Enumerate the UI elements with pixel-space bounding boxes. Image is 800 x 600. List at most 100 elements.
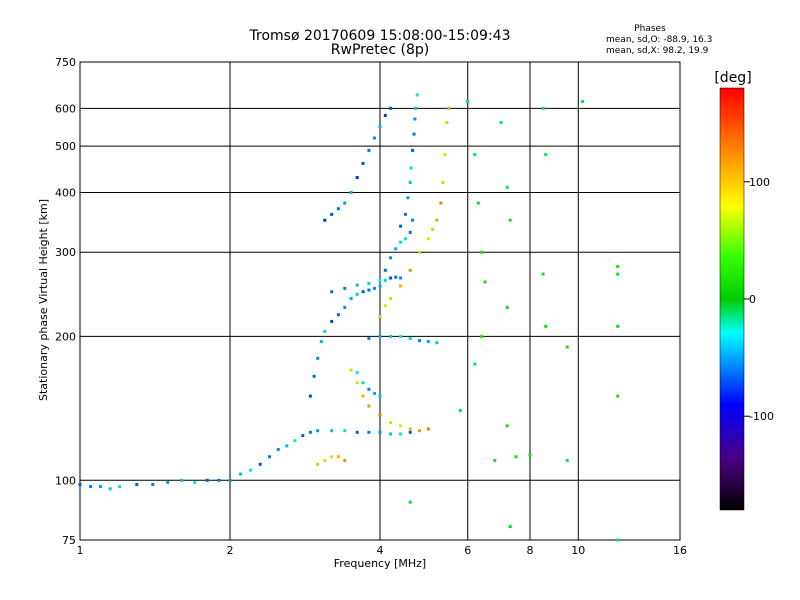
data-point <box>408 337 412 340</box>
chart-title-line1: Tromsø 20170609 15:08:00-15:09:43 <box>249 28 511 44</box>
data-point <box>343 305 347 309</box>
data-point <box>378 413 382 417</box>
grid-lines <box>80 62 680 540</box>
data-point <box>308 394 312 398</box>
data-point <box>473 362 477 366</box>
data-point <box>323 459 327 462</box>
data-point <box>239 472 243 476</box>
data-point <box>258 462 262 466</box>
data-point <box>389 432 393 436</box>
data-point <box>355 381 359 385</box>
data-point <box>616 324 620 328</box>
data-point <box>373 391 376 395</box>
data-point <box>616 538 620 542</box>
data-point <box>499 121 503 125</box>
phases-stats-x: mean, sd,X: 98.2, 19.9 <box>606 46 709 56</box>
data-point <box>399 224 403 228</box>
data-point <box>268 455 271 459</box>
data-point <box>343 459 347 462</box>
data-point <box>355 371 359 375</box>
data-point <box>249 468 253 472</box>
data-point <box>336 455 340 459</box>
data-point <box>418 429 421 433</box>
data-point <box>166 480 170 484</box>
data-point <box>330 429 334 433</box>
data-point <box>408 500 412 504</box>
data-point <box>414 106 418 110</box>
data-point <box>394 275 398 279</box>
data-point <box>378 284 382 288</box>
data-point <box>99 485 103 489</box>
data-point <box>135 483 139 486</box>
data-point <box>508 525 512 529</box>
colorbar-label: [deg] <box>714 70 751 86</box>
phases-stats-o: mean, sd,O: -88.9, 16.3 <box>606 35 712 45</box>
data-point <box>151 483 155 486</box>
data-point <box>399 284 403 288</box>
data-point <box>480 250 484 254</box>
data-point <box>108 487 112 491</box>
data-point <box>217 478 221 482</box>
data-point <box>408 427 412 431</box>
data-point <box>383 304 387 308</box>
data-point <box>616 272 620 276</box>
x-tick-label: 10 <box>571 544 585 557</box>
data-point <box>312 374 316 378</box>
data-point <box>439 201 443 205</box>
data-point <box>483 280 487 284</box>
data-point <box>466 100 470 103</box>
data-point <box>378 334 382 338</box>
data-point <box>399 276 403 280</box>
data-point <box>336 313 340 317</box>
data-point <box>319 340 323 344</box>
y-axis-label: Stationary phase Virtual Height [km] <box>37 199 50 401</box>
data-point <box>616 394 620 398</box>
data-point <box>330 290 334 294</box>
data-point <box>408 180 412 184</box>
data-point <box>180 478 184 482</box>
data-point <box>426 427 430 431</box>
data-point <box>413 117 417 121</box>
data-point <box>435 218 439 222</box>
data-point <box>505 424 509 428</box>
y-tick-label: 750 <box>55 56 76 69</box>
y-tick-label: 600 <box>55 102 76 115</box>
data-point <box>431 227 435 231</box>
data-point <box>193 480 197 484</box>
x-tick-label: 2 <box>227 544 234 557</box>
data-point <box>528 453 532 457</box>
data-point <box>408 230 412 234</box>
data-point <box>505 305 509 309</box>
data-point <box>330 455 334 459</box>
data-point <box>361 381 365 385</box>
x-tick-label: 1 <box>77 544 84 557</box>
data-point <box>389 334 393 338</box>
data-point <box>616 265 620 268</box>
colorbar-tick-label: 100 <box>749 176 770 189</box>
data-point <box>445 121 449 125</box>
y-tick-label: 300 <box>55 246 76 259</box>
data-point <box>544 153 548 157</box>
data-point <box>404 237 407 241</box>
data-point <box>349 368 353 372</box>
colorbar-ticks: 100 0 -100 <box>744 176 774 423</box>
data-point <box>383 113 387 117</box>
data-point <box>399 240 403 244</box>
data-point <box>378 315 382 319</box>
data-point <box>541 106 545 110</box>
data-point <box>409 166 413 170</box>
y-tick-label: 400 <box>55 186 76 199</box>
colorbar-tick-label: 0 <box>749 293 756 306</box>
data-point <box>383 268 387 272</box>
data-point <box>343 201 347 205</box>
data-point <box>480 334 484 338</box>
data-point <box>330 319 334 323</box>
data-point <box>78 483 82 486</box>
data-point <box>447 106 451 110</box>
data-point <box>514 455 518 459</box>
data-point <box>343 286 347 290</box>
data-point <box>394 247 398 251</box>
data-point <box>228 478 232 482</box>
data-point <box>389 421 393 425</box>
